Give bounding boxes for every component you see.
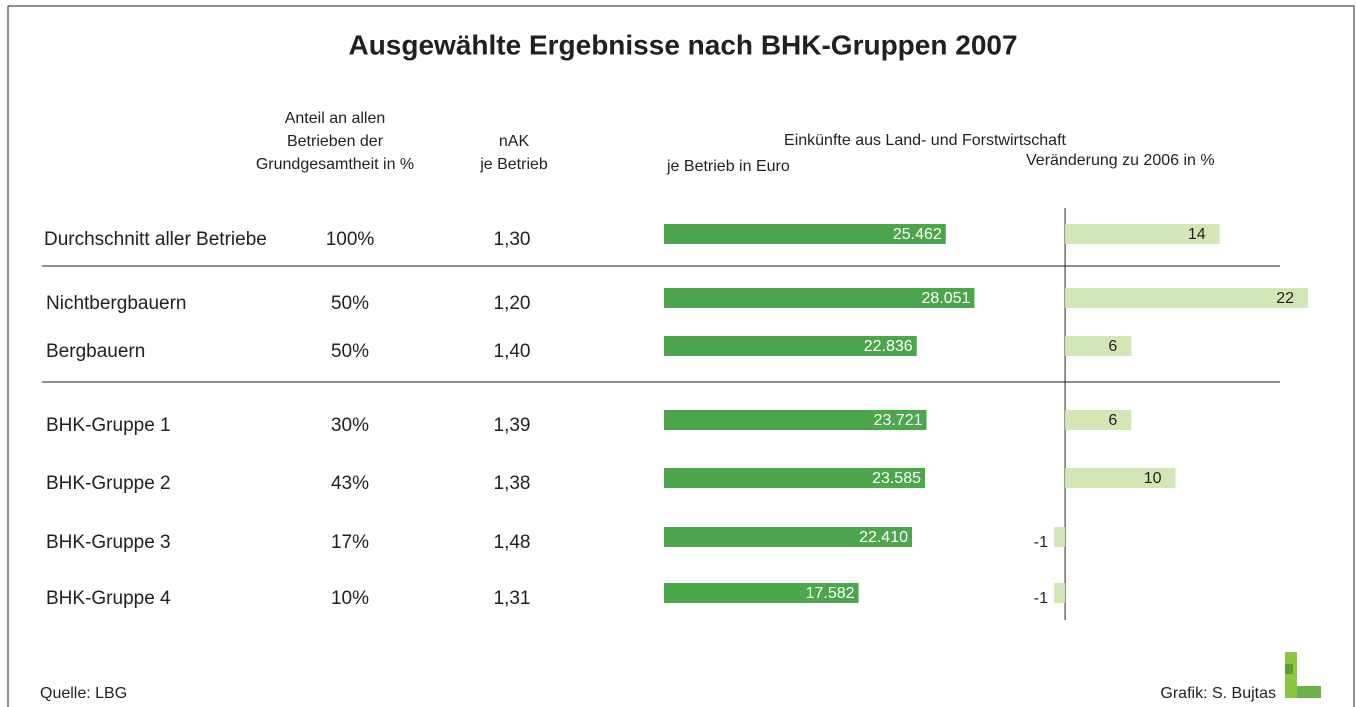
bar	[1065, 468, 1176, 488]
row-label: Bergbauern	[46, 341, 145, 362]
logo	[1285, 652, 1321, 698]
header: Grundgesamtheit in %	[256, 156, 414, 173]
value-label: 23.721	[874, 412, 923, 429]
value-label: 25.462	[893, 226, 942, 243]
row-label: Nichtbergbauern	[46, 293, 186, 314]
value-label: 22	[1276, 290, 1294, 307]
row-label: BHK-Gruppe 3	[46, 532, 171, 553]
nak: 1,48	[494, 532, 531, 553]
legend-label: Veränderung zu 2006 in %	[1026, 152, 1215, 169]
nak: 1,30	[494, 229, 531, 250]
value-label: 6	[1108, 338, 1117, 355]
nak: 1,20	[494, 293, 531, 314]
share: 50%	[331, 293, 369, 314]
header: Einkünfte aus Land- und Forstwirtschaft	[784, 132, 1066, 149]
share: 30%	[331, 415, 369, 436]
share: 50%	[331, 341, 369, 362]
value-label: 22.410	[859, 529, 908, 546]
row-label: BHK-Gruppe 2	[46, 473, 171, 494]
header: Betrieben der	[287, 133, 384, 150]
nak: 1,38	[494, 473, 531, 494]
share: 43%	[331, 473, 369, 494]
value-label: 14	[1188, 226, 1206, 243]
value-label: 6	[1108, 412, 1117, 429]
nak: 1,40	[494, 341, 531, 362]
row-label: BHK-Gruppe 1	[46, 415, 171, 436]
value-label: 23.585	[872, 470, 921, 487]
nak: 1,39	[494, 415, 531, 436]
bar	[664, 410, 927, 430]
bar	[1065, 288, 1308, 308]
bar	[664, 583, 859, 603]
row-label: Durchschnitt aller Betriebe	[44, 229, 267, 250]
bar	[1054, 527, 1066, 547]
nak: 1,31	[494, 588, 531, 609]
share: 100%	[326, 229, 375, 250]
header: Anteil an allen	[285, 110, 386, 127]
bar	[664, 336, 917, 356]
bar	[664, 224, 946, 244]
value-label: 10	[1144, 470, 1162, 487]
header: nAK	[499, 133, 530, 150]
share: 10%	[331, 588, 369, 609]
frame	[7, 5, 1355, 707]
credit: Grafik: S. Bujtas	[1160, 685, 1276, 702]
bar	[1054, 583, 1066, 603]
bar	[1065, 410, 1132, 430]
value-label: 22.836	[864, 338, 913, 355]
chart-title: Ausgewählte Ergebnisse nach BHK-Gruppen …	[348, 29, 1017, 60]
value-label: 28.051	[921, 290, 970, 307]
source: Quelle: LBG	[40, 685, 127, 702]
value-label: 17.582	[806, 585, 855, 602]
bar	[664, 527, 913, 547]
value-label: -1	[1034, 534, 1048, 551]
bar	[664, 288, 975, 308]
bar	[1065, 224, 1220, 244]
header: je Betrieb	[479, 156, 548, 173]
bar	[1065, 336, 1132, 356]
share: 17%	[331, 532, 369, 553]
legend-label: je Betrieb in Euro	[666, 158, 790, 175]
row-label: BHK-Gruppe 4	[46, 588, 171, 609]
value-label: -1	[1034, 590, 1048, 607]
bar	[664, 468, 926, 488]
